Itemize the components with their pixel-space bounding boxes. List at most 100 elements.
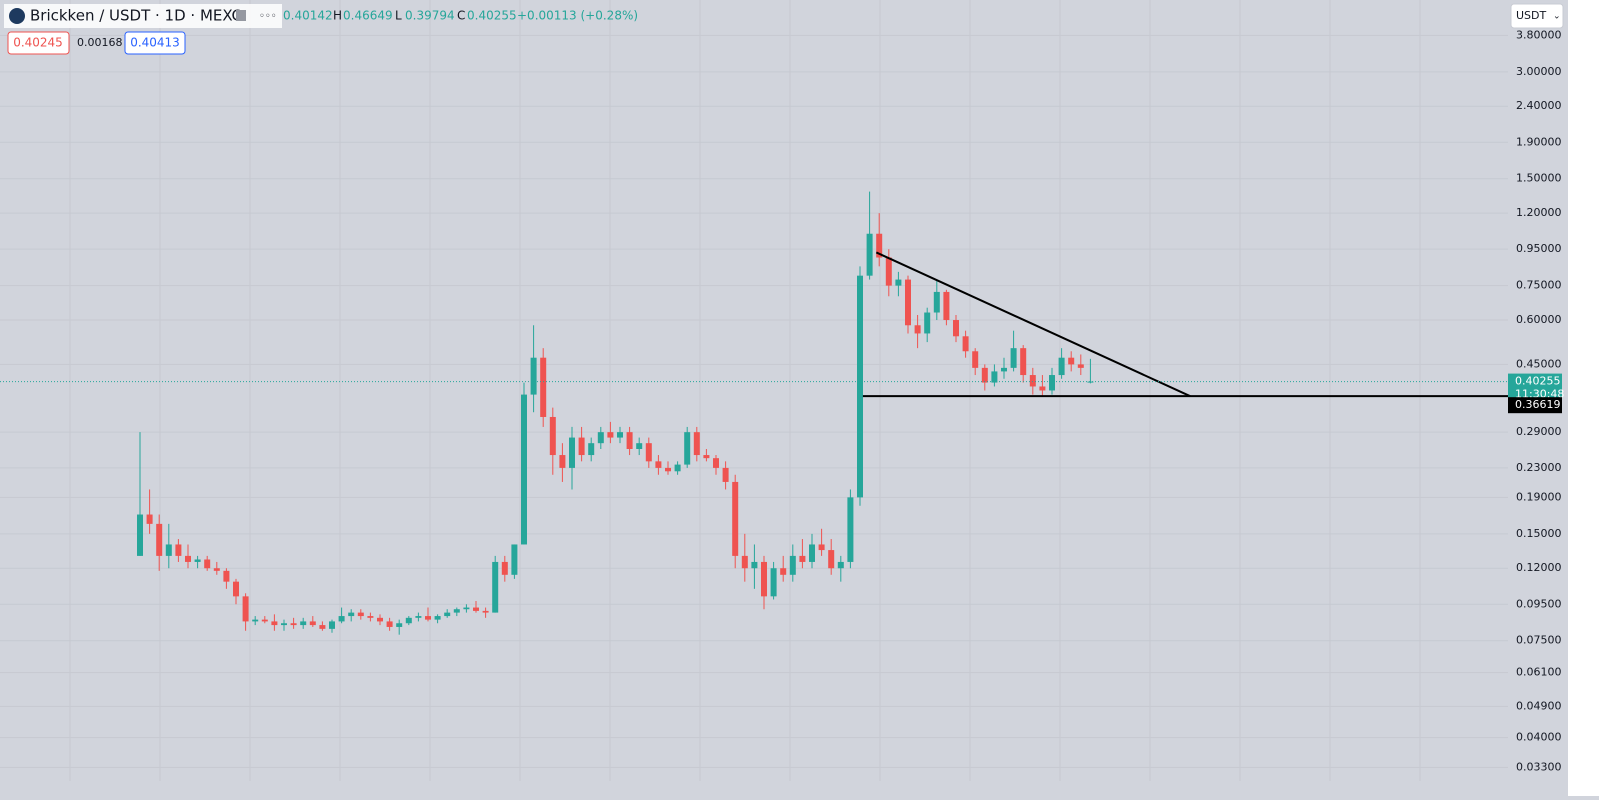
candle-body [732, 481, 739, 556]
flag-icon[interactable] [236, 10, 246, 21]
candle-body [991, 371, 998, 383]
y-tick-label: 1.50000 [1516, 172, 1562, 185]
ohlc-label: L [395, 9, 402, 23]
y-tick-label: 0.04900 [1516, 699, 1562, 712]
candle-body [1077, 364, 1084, 368]
candle-body [684, 432, 691, 465]
candle-body [338, 616, 345, 622]
candle-body [703, 455, 710, 459]
y-tick-label: 0.06100 [1516, 666, 1562, 679]
y-tick-label: 0.95000 [1516, 242, 1562, 255]
candle-body [837, 561, 844, 569]
candle-body [444, 612, 451, 617]
candle-body [674, 464, 681, 472]
candle-body [463, 607, 470, 610]
ohlc-label: H [333, 9, 342, 23]
side-strip [1568, 0, 1599, 796]
candle-body [559, 455, 566, 468]
candle-body [540, 357, 547, 417]
candle-body [741, 555, 748, 569]
line-price-box [1508, 397, 1562, 414]
y-tick-label: 1.90000 [1516, 135, 1562, 148]
candle-body [319, 625, 326, 629]
y-tick-label: 0.12000 [1516, 561, 1562, 574]
currency-select[interactable] [1510, 3, 1564, 29]
ask-box[interactable] [124, 31, 186, 55]
last-price-box [1508, 373, 1562, 402]
candle-body [1029, 375, 1036, 387]
candle-body [1049, 375, 1055, 391]
candle-body [377, 617, 383, 622]
candle-body [137, 514, 143, 556]
candle-body [924, 312, 931, 334]
candle-body [453, 609, 460, 613]
plot-area [0, 0, 1508, 781]
candle-body [693, 432, 700, 456]
candle-body [185, 555, 191, 562]
y-tick-label: 0.04000 [1516, 731, 1562, 744]
y-tick-label: 0.09500 [1516, 597, 1562, 610]
currency[interactable]: USDT [1516, 9, 1547, 22]
y-tick-label: 0.29000 [1516, 425, 1562, 438]
candle-body [789, 555, 796, 575]
candle-body [607, 432, 614, 438]
candle-body [233, 581, 239, 597]
candle-body [953, 320, 959, 337]
more-icon[interactable]: ◦◦◦ [259, 11, 277, 22]
candle-body [309, 621, 316, 626]
candle-body [386, 621, 393, 627]
candle-body [1020, 348, 1027, 376]
ohlc-label: C [457, 9, 465, 23]
dropdown-caret: ⌄ [1553, 12, 1561, 22]
last-price: 0.40255 [1515, 375, 1561, 388]
candle-body [876, 233, 883, 258]
candle-body [962, 336, 969, 352]
candle-body [972, 351, 979, 368]
candle-body [165, 544, 172, 556]
candle-body [1058, 357, 1065, 376]
bid: 0.40245 [13, 36, 63, 50]
candle-body [415, 616, 422, 618]
ohlc-value: 0.46649 [343, 9, 393, 23]
candle-body [780, 568, 787, 575]
candle-body [617, 432, 623, 438]
candle-body [213, 568, 220, 571]
candle-body [425, 616, 431, 620]
candle-body [156, 523, 163, 556]
candle-body [828, 550, 835, 569]
spread: 0.00168 [77, 36, 123, 49]
candle-body [981, 367, 988, 383]
candle-body [1001, 367, 1007, 372]
open-value: 0.40142 [283, 9, 333, 23]
candle-body [396, 623, 403, 627]
symbol[interactable]: Brickken / USDT · 1D · MEXC [30, 7, 242, 25]
candle-body [569, 437, 575, 468]
y-tick-label: 0.23000 [1516, 461, 1562, 474]
y-tick-label: 3.00000 [1516, 65, 1562, 78]
y-tick-label: 0.45000 [1516, 357, 1562, 370]
candle-body [895, 279, 902, 286]
candle-body [655, 461, 662, 468]
candle-body [367, 616, 374, 618]
candle-body [290, 623, 297, 626]
line-price: 0.36619 [1515, 398, 1561, 411]
candle-body [223, 570, 230, 582]
candle-body [885, 257, 892, 286]
candle-body [847, 497, 854, 562]
candle-body [329, 621, 335, 629]
candle-body [722, 467, 729, 482]
candle-body [809, 544, 815, 562]
candle-body [482, 610, 489, 613]
candle-body [933, 291, 940, 313]
candle-body [597, 432, 604, 444]
y-tick-label: 0.03300 [1516, 760, 1562, 773]
y-tick-label: 0.75000 [1516, 279, 1562, 292]
candle-body [1010, 348, 1017, 368]
candle-body [261, 619, 268, 622]
bid-box[interactable] [7, 31, 70, 55]
ohlc-value: 0.39794 [405, 9, 455, 23]
candle-body [175, 544, 182, 556]
candle-body [761, 561, 767, 597]
candle-body [866, 233, 873, 276]
